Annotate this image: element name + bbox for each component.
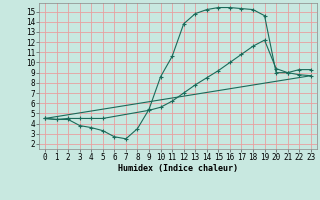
X-axis label: Humidex (Indice chaleur): Humidex (Indice chaleur) xyxy=(118,164,238,173)
